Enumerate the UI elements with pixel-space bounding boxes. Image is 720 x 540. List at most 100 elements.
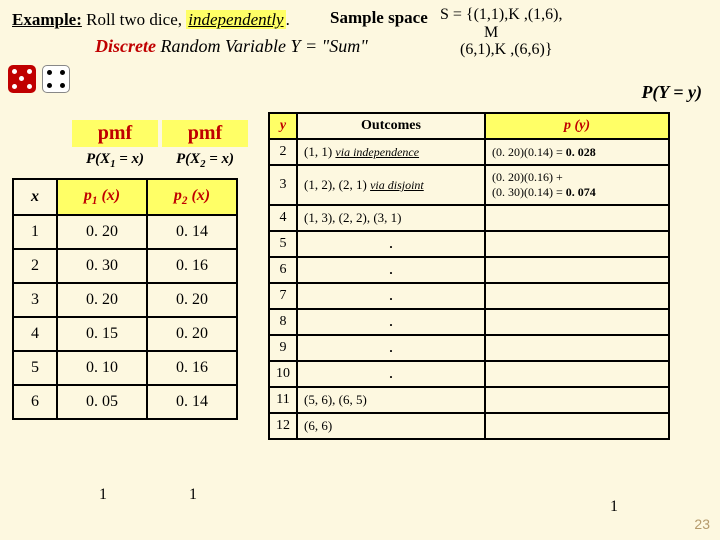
cell-outcomes: .: [297, 257, 485, 283]
cell-y: 2: [269, 139, 297, 165]
table-row: 9.: [269, 335, 669, 361]
table-row: y Outcomes p (y): [269, 113, 669, 139]
right-sum: 1: [610, 498, 618, 516]
cell-py: [485, 361, 669, 387]
example-label: Example:: [12, 10, 82, 29]
cell-py: (0. 20)(0.16) +(0. 30)(0.14) = 0. 074: [485, 165, 669, 205]
table-row: 2(1, 1) via independence(0. 20)(0.14) = …: [269, 139, 669, 165]
cell-x: 3: [13, 283, 57, 317]
cell-y: 8: [269, 309, 297, 335]
cell-outcomes: .: [297, 283, 485, 309]
table-row: 12(6, 6): [269, 413, 669, 439]
dice-icon: [8, 65, 70, 93]
cell-x: 4: [13, 317, 57, 351]
cell-p1: 0. 20: [57, 215, 147, 249]
cell-y: 12: [269, 413, 297, 439]
cell-py: (0. 20)(0.14) = 0. 028: [485, 139, 669, 165]
table-row: 6.: [269, 257, 669, 283]
cell-p2: 0. 14: [147, 385, 237, 419]
hdr-py: p (y): [485, 113, 669, 139]
cell-outcomes: (1, 3), (2, 2), (3, 1): [297, 205, 485, 231]
cell-p1: 0. 05: [57, 385, 147, 419]
table-row: 7.: [269, 283, 669, 309]
cell-p1: 0. 10: [57, 351, 147, 385]
cell-x: 1: [13, 215, 57, 249]
table-row: 20. 300. 16: [13, 249, 237, 283]
pmf-label-2: pmf: [162, 120, 248, 147]
cell-py: [485, 413, 669, 439]
cell-py: [485, 335, 669, 361]
cell-p2: 0. 16: [147, 351, 237, 385]
page-number: 23: [694, 516, 710, 532]
table-row: 5.: [269, 231, 669, 257]
cell-outcomes: (1, 1) via independence: [297, 139, 485, 165]
rv-text: Random Variable Y = "Sum": [156, 36, 368, 56]
px1-label: P(X1 = x): [70, 151, 160, 170]
left-pmf-table: x p1 (x) p2 (x) 10. 200. 1420. 300. 1630…: [12, 178, 238, 420]
subtitle: Discrete Random Variable Y = "Sum": [95, 36, 368, 57]
right-outcomes-table: y Outcomes p (y) 2(1, 1) via independenc…: [268, 112, 670, 440]
cell-y: 4: [269, 205, 297, 231]
px2-label: P(X2 = x): [160, 151, 250, 170]
hdr-p2: p2 (x): [147, 179, 237, 215]
hdr-outcomes: Outcomes: [297, 113, 485, 139]
table-row: 30. 200. 20: [13, 283, 237, 317]
pmf-headers: pmf pmf P(X1 = x) P(X2 = x): [70, 120, 250, 170]
cell-py: [485, 231, 669, 257]
table-row: 50. 100. 16: [13, 351, 237, 385]
table-row: 8.: [269, 309, 669, 335]
table-row: 10.: [269, 361, 669, 387]
table-row: 3(1, 2), (2, 1) via disjoint(0. 20)(0.16…: [269, 165, 669, 205]
cell-p2: 0. 20: [147, 283, 237, 317]
table-row: 11(5, 6), (6, 5): [269, 387, 669, 413]
cell-outcomes: .: [297, 231, 485, 257]
sum-p1: 1: [58, 486, 148, 504]
cell-x: 5: [13, 351, 57, 385]
cell-y: 3: [269, 165, 297, 205]
left-sums: 1 1: [58, 486, 238, 504]
cell-y: 7: [269, 283, 297, 309]
cell-x: 2: [13, 249, 57, 283]
cell-p2: 0. 14: [147, 215, 237, 249]
cell-x: 6: [13, 385, 57, 419]
discrete-word: Discrete: [95, 36, 156, 56]
cell-outcomes: .: [297, 309, 485, 335]
hdr-p1: p1 (x): [57, 179, 147, 215]
hdr-x: x: [13, 179, 57, 215]
table-row: x p1 (x) p2 (x): [13, 179, 237, 215]
period: .: [286, 10, 290, 29]
table-row: 40. 150. 20: [13, 317, 237, 351]
white-die-icon: [42, 65, 70, 93]
cell-p1: 0. 30: [57, 249, 147, 283]
cell-y: 9: [269, 335, 297, 361]
cell-y: 10: [269, 361, 297, 387]
cell-py: [485, 309, 669, 335]
cell-p1: 0. 15: [57, 317, 147, 351]
example-text: Roll two dice,: [82, 10, 186, 29]
cell-outcomes: .: [297, 335, 485, 361]
pmf-label-1: pmf: [72, 120, 158, 147]
cell-outcomes: .: [297, 361, 485, 387]
cell-p2: 0. 20: [147, 317, 237, 351]
hdr-y: y: [269, 113, 297, 139]
independently: independently: [186, 10, 285, 29]
cell-py: [485, 257, 669, 283]
cell-outcomes: (5, 6), (6, 5): [297, 387, 485, 413]
table-row: 60. 050. 14: [13, 385, 237, 419]
cell-py: [485, 283, 669, 309]
cell-y: 5: [269, 231, 297, 257]
cell-p1: 0. 20: [57, 283, 147, 317]
sum-p2: 1: [148, 486, 238, 504]
cell-py: [485, 387, 669, 413]
example-line: Example: Roll two dice, independently.: [12, 10, 290, 30]
cell-outcomes: (6, 6): [297, 413, 485, 439]
cell-y: 11: [269, 387, 297, 413]
cell-p2: 0. 16: [147, 249, 237, 283]
red-die-icon: [8, 65, 36, 93]
sample-space-set: S = {(1,1),K ,(1,6), M (6,1),K ,(6,6)}: [440, 6, 562, 59]
cell-outcomes: (1, 2), (2, 1) via disjoint: [297, 165, 485, 205]
sample-space-label: Sample space: [330, 8, 428, 28]
table-row: 4(1, 3), (2, 2), (3, 1): [269, 205, 669, 231]
p-y-y-label: P(Y = y): [641, 82, 702, 103]
cell-y: 6: [269, 257, 297, 283]
